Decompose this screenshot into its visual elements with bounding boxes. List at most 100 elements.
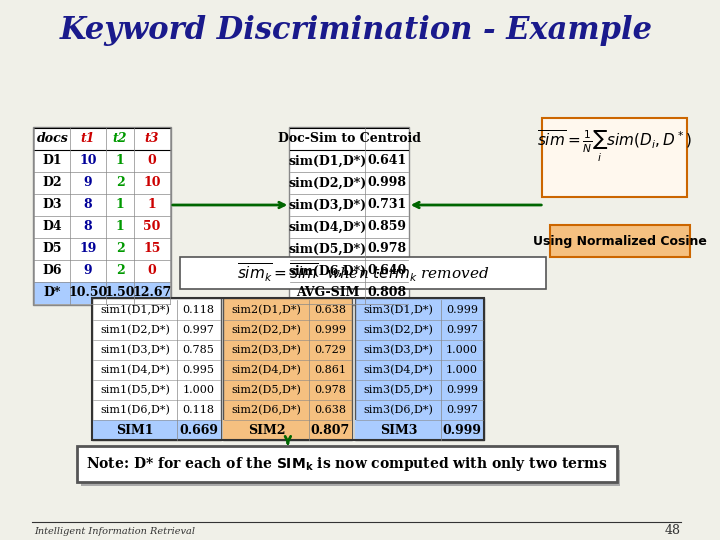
FancyBboxPatch shape xyxy=(180,257,546,289)
Text: sim2(D4,D*): sim2(D4,D*) xyxy=(232,365,302,375)
Text: 15: 15 xyxy=(143,242,161,255)
Text: sim2(D2,D*): sim2(D2,D*) xyxy=(232,325,302,335)
Text: 0.999: 0.999 xyxy=(446,305,478,315)
Text: 0.731: 0.731 xyxy=(367,199,406,212)
FancyBboxPatch shape xyxy=(355,298,484,440)
Text: 0.669: 0.669 xyxy=(179,423,218,436)
Text: 0.638: 0.638 xyxy=(314,405,346,415)
Text: 10.50: 10.50 xyxy=(68,287,108,300)
Text: 1.50: 1.50 xyxy=(105,287,135,300)
Text: 0.999: 0.999 xyxy=(314,325,346,335)
FancyBboxPatch shape xyxy=(81,450,621,486)
FancyBboxPatch shape xyxy=(92,298,220,440)
Text: SIM2: SIM2 xyxy=(248,423,286,436)
Text: $\overline{sim} = \frac{1}{N}\sum_{i}sim(D_i, D^*)$: $\overline{sim} = \frac{1}{N}\sum_{i}sim… xyxy=(537,129,692,164)
Text: 0.640: 0.640 xyxy=(367,265,406,278)
Text: sim1(D1,D*): sim1(D1,D*) xyxy=(100,305,170,315)
Text: 0.978: 0.978 xyxy=(315,385,346,395)
Text: docs: docs xyxy=(37,132,68,145)
Text: sim1(D5,D*): sim1(D5,D*) xyxy=(100,385,170,395)
FancyBboxPatch shape xyxy=(34,127,171,305)
Text: sim2(D3,D*): sim2(D3,D*) xyxy=(232,345,302,355)
Text: Using Normalized Cosine: Using Normalized Cosine xyxy=(533,234,707,247)
Text: 10: 10 xyxy=(79,154,96,167)
FancyBboxPatch shape xyxy=(35,282,170,304)
Text: 0.997: 0.997 xyxy=(446,405,478,415)
Text: sim3(D1,D*): sim3(D1,D*) xyxy=(364,305,433,315)
Text: SIM3: SIM3 xyxy=(379,423,417,436)
Text: 8: 8 xyxy=(84,220,92,233)
Text: sim(D4,D*): sim(D4,D*) xyxy=(289,220,367,233)
Text: 0.641: 0.641 xyxy=(367,154,406,167)
Text: sim(D3,D*): sim(D3,D*) xyxy=(289,199,367,212)
FancyBboxPatch shape xyxy=(355,420,484,440)
Text: 1: 1 xyxy=(116,199,125,212)
Text: sim3(D4,D*): sim3(D4,D*) xyxy=(364,365,433,375)
Text: 0.999: 0.999 xyxy=(442,423,482,436)
Text: 0.998: 0.998 xyxy=(367,177,406,190)
Text: 0.861: 0.861 xyxy=(314,365,346,375)
Text: sim(D5,D*): sim(D5,D*) xyxy=(289,242,367,255)
Text: 0.995: 0.995 xyxy=(183,365,215,375)
Text: t1: t1 xyxy=(81,132,95,145)
Text: sim1(D3,D*): sim1(D3,D*) xyxy=(100,345,170,355)
Text: Intelligent Information Retrieval: Intelligent Information Retrieval xyxy=(35,526,195,536)
Text: 0.807: 0.807 xyxy=(310,423,350,436)
Text: 48: 48 xyxy=(665,524,680,537)
FancyBboxPatch shape xyxy=(223,298,352,440)
Text: 2: 2 xyxy=(116,242,125,255)
FancyBboxPatch shape xyxy=(289,127,409,305)
Text: sim3(D6,D*): sim3(D6,D*) xyxy=(364,405,433,415)
Text: 9: 9 xyxy=(84,177,92,190)
Text: sim3(D2,D*): sim3(D2,D*) xyxy=(364,325,433,335)
Text: sim2(D6,D*): sim2(D6,D*) xyxy=(232,405,302,415)
Text: 0.859: 0.859 xyxy=(367,220,406,233)
Text: D5: D5 xyxy=(42,242,62,255)
Text: 1.000: 1.000 xyxy=(446,365,478,375)
Text: sim3(D3,D*): sim3(D3,D*) xyxy=(364,345,433,355)
Text: sim(D1,D*): sim(D1,D*) xyxy=(289,154,367,167)
Text: Keyword Discrimination - Example: Keyword Discrimination - Example xyxy=(60,15,652,45)
Text: 0.785: 0.785 xyxy=(183,345,215,355)
Text: 2: 2 xyxy=(116,177,125,190)
Text: 1: 1 xyxy=(148,199,156,212)
Text: 0.808: 0.808 xyxy=(367,287,406,300)
FancyBboxPatch shape xyxy=(77,446,616,482)
Text: 0: 0 xyxy=(148,265,156,278)
Text: 10: 10 xyxy=(143,177,161,190)
Text: t2: t2 xyxy=(113,132,127,145)
Text: sim1(D4,D*): sim1(D4,D*) xyxy=(100,365,170,375)
Text: D3: D3 xyxy=(42,199,62,212)
Text: sim3(D5,D*): sim3(D5,D*) xyxy=(364,385,433,395)
Text: D4: D4 xyxy=(42,220,62,233)
Text: D1: D1 xyxy=(42,154,62,167)
Text: D2: D2 xyxy=(42,177,62,190)
Text: Note: D* for each of the $\mathbf{SIM_k}$ is now computed with only two terms: Note: D* for each of the $\mathbf{SIM_k}… xyxy=(86,455,608,473)
Text: SIM1: SIM1 xyxy=(117,423,154,436)
Text: sim(D6,D*): sim(D6,D*) xyxy=(289,265,367,278)
Text: 8: 8 xyxy=(84,199,92,212)
Text: 0.978: 0.978 xyxy=(367,242,406,255)
Text: 1: 1 xyxy=(116,220,125,233)
Text: D6: D6 xyxy=(42,265,62,278)
Text: 1.000: 1.000 xyxy=(183,385,215,395)
Text: sim1(D2,D*): sim1(D2,D*) xyxy=(100,325,170,335)
Text: t3: t3 xyxy=(145,132,159,145)
Text: 9: 9 xyxy=(84,265,92,278)
Text: 0.118: 0.118 xyxy=(183,405,215,415)
Text: 2: 2 xyxy=(116,265,125,278)
Text: 0.999: 0.999 xyxy=(446,385,478,395)
Text: sim(D2,D*): sim(D2,D*) xyxy=(289,177,367,190)
Text: 0.729: 0.729 xyxy=(315,345,346,355)
FancyBboxPatch shape xyxy=(542,118,687,197)
Text: 0.638: 0.638 xyxy=(314,305,346,315)
Text: $\overline{sim_k} = \overline{sim}$  when $term_k$ removed: $\overline{sim_k} = \overline{sim}$ when… xyxy=(237,261,490,285)
Text: sim1(D6,D*): sim1(D6,D*) xyxy=(100,405,170,415)
Text: 1.000: 1.000 xyxy=(446,345,478,355)
Text: 12.67: 12.67 xyxy=(132,287,171,300)
Text: 0.997: 0.997 xyxy=(446,325,478,335)
Text: AVG-SIM: AVG-SIM xyxy=(296,287,359,300)
Text: sim2(D5,D*): sim2(D5,D*) xyxy=(232,385,302,395)
Text: 0.997: 0.997 xyxy=(183,325,215,335)
Text: 0: 0 xyxy=(148,154,156,167)
